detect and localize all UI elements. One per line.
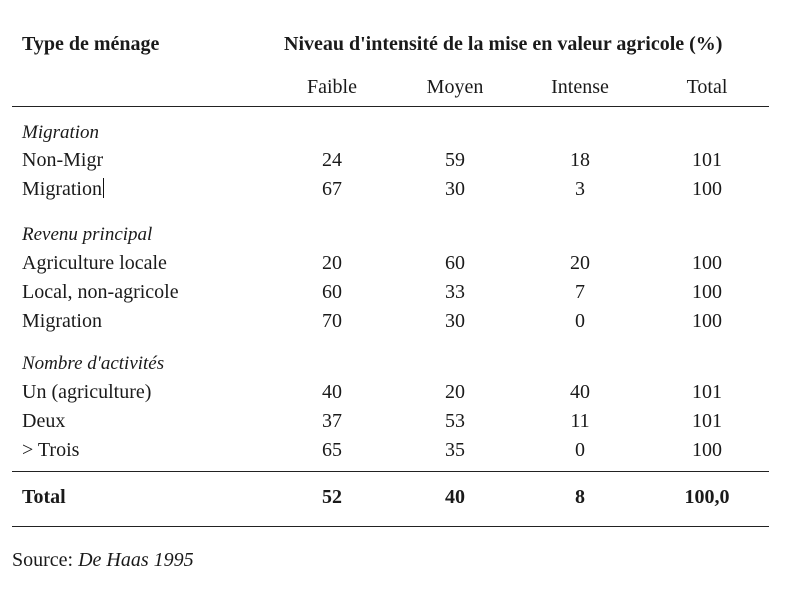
cell-total: 100	[692, 281, 722, 303]
cell-intense: 0	[575, 439, 585, 461]
cell-intense: 20	[570, 252, 590, 274]
cell-intense: 7	[575, 281, 585, 303]
cell-moyen: 20	[445, 381, 465, 403]
column-header-intense: Intense	[551, 76, 609, 98]
cell-faible: 40	[322, 381, 342, 403]
source-prefix: Source:	[12, 549, 79, 571]
source-citation: De Haas 1995	[78, 549, 194, 571]
cell-moyen: 60	[445, 252, 465, 274]
cell-total: 100	[692, 439, 722, 461]
cell-intense: 40	[570, 381, 590, 403]
cell-faible: 24	[322, 149, 342, 171]
cell-moyen: 59	[445, 149, 465, 171]
section-title-revenu-principal: Revenu principal	[22, 224, 153, 245]
row-label: Deux	[22, 410, 66, 432]
bottom-rule	[12, 526, 769, 527]
section-title-migration: Migration	[22, 122, 100, 143]
cell-total: 101	[692, 410, 722, 432]
row-header: Type de ménage	[22, 33, 160, 55]
row-label: Agriculture locale	[22, 252, 167, 274]
column-header-moyen: Moyen	[426, 76, 484, 98]
cell-total: 101	[692, 149, 722, 171]
row-label-text: Migration	[22, 178, 102, 200]
cell-faible: 70	[322, 310, 342, 332]
cell-total: 100	[692, 252, 722, 274]
cell-total: 100	[692, 178, 722, 200]
header-rule	[12, 106, 769, 107]
cell-moyen: 30	[445, 178, 465, 200]
cell-moyen: 33	[445, 281, 465, 303]
column-header-faible: Faible	[307, 76, 357, 98]
row-label: Un (agriculture)	[22, 381, 152, 403]
total-total: 100,0	[684, 486, 730, 508]
row-label: Non-Migr	[22, 149, 104, 171]
cell-total: 100	[692, 310, 722, 332]
cell-faible: 67	[322, 178, 342, 200]
cell-faible: 60	[322, 281, 342, 303]
cell-total: 101	[692, 381, 722, 403]
total-label: Total	[22, 486, 66, 508]
cell-intense: 18	[570, 149, 590, 171]
cell-intense: 3	[575, 178, 585, 200]
cell-moyen: 35	[445, 439, 465, 461]
total-intense: 8	[575, 486, 585, 508]
row-label: > Trois	[22, 439, 80, 461]
row-label: Local, non-agricole	[22, 281, 179, 303]
section-title-nombre-activites: Nombre d'activités	[22, 353, 165, 374]
cell-intense: 0	[575, 310, 585, 332]
cell-faible: 20	[322, 252, 342, 274]
cell-faible: 65	[322, 439, 342, 461]
row-label: Migration	[22, 178, 104, 201]
row-label: Migration	[22, 310, 102, 332]
total-moyen: 40	[445, 486, 465, 508]
column-header-total: Total	[686, 76, 728, 98]
cell-moyen: 53	[445, 410, 465, 432]
cell-faible: 37	[322, 410, 342, 432]
column-group-header: Niveau d'intensité de la mise en valeur …	[284, 33, 723, 55]
text-cursor	[103, 178, 104, 198]
total-rule	[12, 471, 769, 472]
total-faible: 52	[322, 486, 342, 508]
cell-moyen: 30	[445, 310, 465, 332]
cell-intense: 11	[570, 410, 590, 432]
source-note: Source: De Haas 1995	[12, 549, 194, 572]
